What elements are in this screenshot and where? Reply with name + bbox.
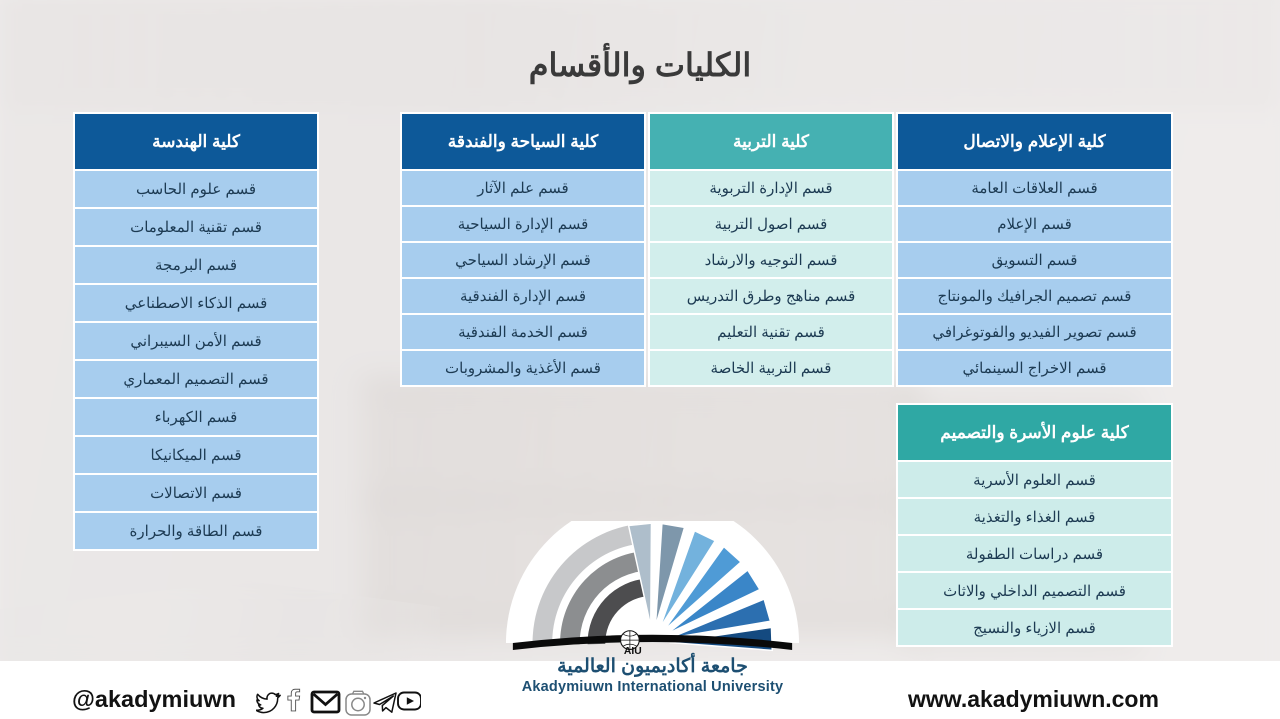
svg-text:AIU: AIU [624, 646, 642, 654]
